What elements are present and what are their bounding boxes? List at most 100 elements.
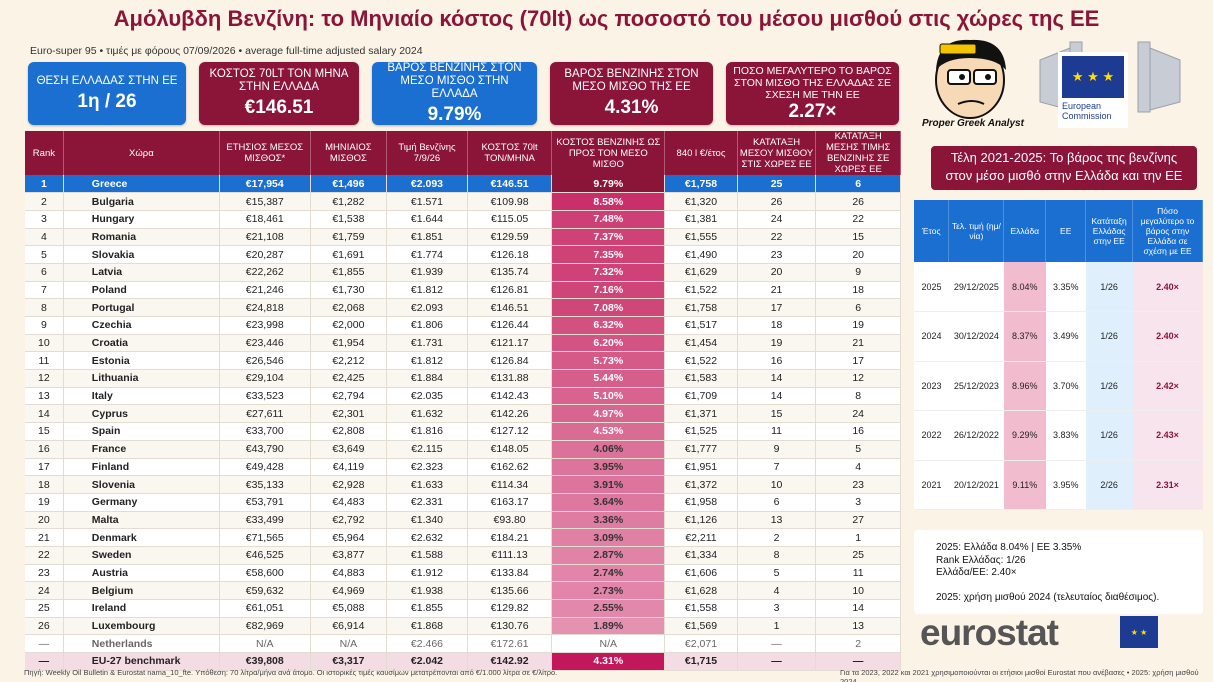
cell-rank: 5 [25,245,64,264]
trend-col-rank: Κατάταξη Ελλάδας στην ΕΕ [1085,200,1134,262]
cell-share: 7.48% [551,210,666,229]
cell-price: €1.632 [386,404,468,424]
cell-annual: €21,246 [219,281,311,300]
trend-cell-date: 25/12/2023 [948,361,1004,411]
trend-cell-year: 2023 [914,361,949,411]
cell-price-rank: 5 [815,440,901,459]
trend-cell-mult: 2.31× [1132,460,1203,510]
cell-rank: — [25,634,64,654]
cell-salary-rank: 11 [737,422,817,441]
cell-annual: €58,600 [219,564,311,583]
cell-yearly: €1,709 [664,387,738,406]
cell-share: 4.31% [551,652,666,671]
cell-rank: 14 [25,404,64,424]
cell-monthly: €2,068 [310,298,388,317]
cell-cost: €172.61 [467,634,553,654]
cell-cost: €129.82 [467,599,553,618]
trend-cell-gr: 8.04% [1003,262,1046,312]
cell-price-rank: 24 [815,404,901,424]
cell-yearly: €1,522 [664,351,738,371]
cell-price: €1.851 [386,228,468,247]
cell-price-rank: 13 [815,617,901,636]
cell-price-rank: 1 [815,528,901,547]
trend-cell-eu: 3.83% [1045,410,1086,461]
cell-share: 7.37% [551,228,666,247]
cell-salary-rank: 23 [737,245,817,264]
cell-yearly: €2,071 [664,634,738,654]
cell-rank: 20 [25,511,64,530]
eu-flag-icon: ★ ★ [1120,616,1158,648]
col-monthly: ΜΗΝΙΑΙΟΣ ΜΙΣΘΟΣ [310,131,388,175]
table-row: — EU-27 benchmark €39,808 €3,317 €2.042 €142.… [25,652,901,671]
cell-country: Ireland [63,599,220,618]
trend-cell-mult: 2.42× [1132,361,1203,411]
trend-cell-year: 2024 [914,311,949,362]
cell-cost: €146.51 [467,298,553,317]
trend-header-row: Έτος Τελ. τιμή (ημ/νία) Ελλάδα ΕΕ Κατάτα… [914,200,1203,262]
trend-cell-rank: 1/26 [1085,361,1133,411]
trend-col-year: Έτος [914,200,950,262]
analyst-label: Proper Greek Analyst [922,118,1024,129]
cell-share: 5.10% [551,387,666,406]
col-yearly: 840 l €/έτος [664,131,738,175]
cell-rank: 16 [25,440,64,459]
cell-cost: €162.62 [467,458,553,477]
cell-cost: €146.51 [467,175,553,194]
cell-yearly: €1,555 [664,228,738,247]
cell-country: Hungary [63,210,220,229]
cell-yearly: €1,525 [664,422,738,441]
cell-price-rank: — [815,652,901,671]
cell-rank: 1 [25,175,64,194]
cell-annual: €33,523 [219,387,311,406]
cell-rank: 19 [25,493,64,512]
cell-annual: €23,998 [219,316,311,335]
table-row: 19 Germany €53,791 €4,483 €2.331 €163.17 3.64%… [25,493,901,512]
cell-price-rank: 8 [815,387,901,406]
cell-country: Germany [63,493,220,512]
trend-row: 2021 20/12/2021 9.11% 3.95% 2/26 2.31× [914,460,1203,510]
cell-monthly: €4,119 [310,458,388,477]
cell-monthly: €3,649 [310,440,388,459]
cell-price: €1.774 [386,245,468,264]
cell-rank: 8 [25,298,64,317]
cell-country: Slovenia [63,475,220,494]
cell-price-rank: 20 [815,245,901,264]
cell-cost: €126.84 [467,351,553,371]
table-row: 25 Ireland €61,051 €5,088 €1.855 €129.82 2.55%… [25,599,901,618]
cell-yearly: €1,951 [664,458,738,477]
cell-country: EU-27 benchmark [63,652,220,671]
trend-col-eu: ΕΕ [1045,200,1087,262]
trend-col-gr: Ελλάδα [1003,200,1047,262]
trend-cell-rank: 1/26 [1085,262,1133,312]
footer-note: Για τα 2023, 2022 και 2021 χρησιμοποιούν… [840,668,1199,682]
cell-share: 4.97% [551,404,666,424]
cell-share: 1.89% [551,617,666,636]
cell-yearly: €1,126 [664,511,738,530]
cell-cost: €135.74 [467,263,553,282]
cell-salary-rank: 26 [737,192,817,211]
cell-annual: €33,499 [219,511,311,530]
kpi-label: ΘΕΣΗ ΕΛΛΑΔΑΣ ΣΤΗΝ ΕΕ [36,74,178,87]
cell-salary-rank: 16 [737,351,817,371]
cell-annual: €17,954 [219,175,311,194]
cell-annual: €29,104 [219,369,311,388]
cell-salary-rank: 13 [737,511,817,530]
trend-row: 2024 30/12/2024 8.37% 3.49% 1/26 2.40× [914,311,1203,362]
cell-monthly: €6,914 [310,617,388,636]
cell-price-rank: 26 [815,192,901,211]
cell-price-rank: 15 [815,228,901,247]
cell-price: €1.816 [386,422,468,441]
trend-body: 2025 29/12/2025 8.04% 3.35% 1/26 2.40× 2024 30/… [914,262,1203,510]
cell-country: Romania [63,228,220,247]
cell-rank: 23 [25,564,64,583]
col-cost: ΚΟΣΤΟΣ 70lt ΤΟΝ/ΜΗΝΑ [467,131,553,175]
cell-price-rank: 19 [815,316,901,335]
table-row: 22 Sweden €46,525 €3,877 €1.588 €111.13 2.87% €… [25,546,901,565]
cell-yearly: €1,334 [664,546,738,565]
cell-share: 7.08% [551,298,666,317]
trend-cell-year: 2025 [914,262,949,312]
cell-monthly: €2,792 [310,511,388,530]
col-price: Τιμή Βενζίνης 7/9/26 [386,131,468,175]
cell-rank: — [25,652,64,671]
table-row: 18 Slovenia €35,133 €2,928 €1.633 €114.34 3.91… [25,475,901,494]
